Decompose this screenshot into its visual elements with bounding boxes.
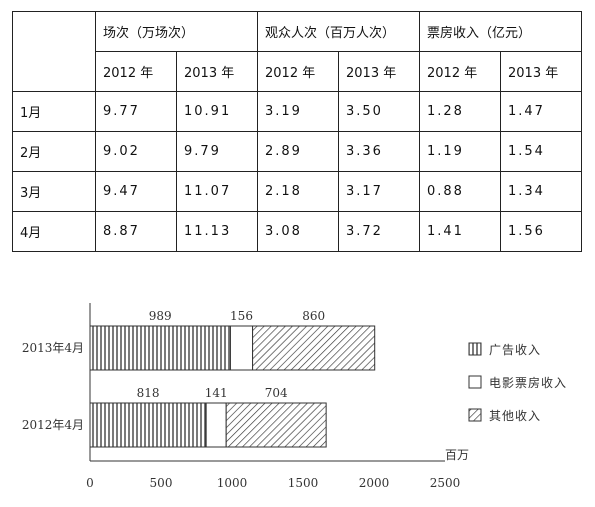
value-cell: 3.50 xyxy=(338,91,420,132)
year-header: 2012 年 xyxy=(257,51,339,92)
bar-segment xyxy=(205,402,227,448)
bar-segment xyxy=(89,402,207,448)
group-header-audience: 观众人次（百万人次） xyxy=(257,11,420,52)
legend-swatch xyxy=(468,342,482,356)
value-cell: 1.54 xyxy=(500,131,582,172)
value-cell: 1.56 xyxy=(500,211,582,252)
value-cell: 1.41 xyxy=(419,211,501,252)
year-header: 2013 年 xyxy=(338,51,420,92)
chart-labels: 0 500 1000 1500 2000 2500 百万 989 156 860 2013年4月 81… xyxy=(22,309,469,490)
data-label: 860 xyxy=(302,309,325,323)
legend-swatch xyxy=(468,375,482,389)
value-cell: 2.18 xyxy=(257,171,339,212)
table-year-row: 2012 年 2013 年 2012 年 2013 年 2012 年 2013 … xyxy=(13,51,582,92)
stats-table: 场次（万场次） 观众人次（百万人次） 票房收入（亿元） 2012 年 2013 … xyxy=(12,11,582,252)
legend-swatch xyxy=(468,408,482,422)
chart-bars xyxy=(89,325,376,448)
year-header: 2012 年 xyxy=(419,51,501,92)
value-cell: 1.28 xyxy=(419,91,501,132)
table-corner-cell xyxy=(12,11,96,92)
group-header-boxoffice: 票房收入（亿元） xyxy=(419,11,582,52)
bar-segment xyxy=(89,325,231,371)
revenue-bar-chart: 0 500 1000 1500 2000 2500 百万 989 156 860 2013年4月 81… xyxy=(22,303,567,490)
x-tick-label: 500 xyxy=(150,476,173,490)
year-header: 2012 年 xyxy=(95,51,177,92)
legend-label: 广告收入 xyxy=(489,343,541,357)
table-row: 4月 8.87 11.13 3.08 3.72 1.41 1.56 xyxy=(12,211,582,252)
value-cell: 1.34 xyxy=(500,171,582,212)
data-label: 818 xyxy=(137,386,160,400)
value-cell: 2.89 xyxy=(257,131,339,172)
month-cell: 1月 xyxy=(12,91,96,132)
table-header-row: 场次（万场次） 观众人次（百万人次） 票房收入（亿元） xyxy=(12,11,582,92)
table-row: 1月 9.77 10.91 3.19 3.50 1.28 1.47 xyxy=(12,91,582,132)
value-cell: 1.47 xyxy=(500,91,582,132)
value-cell: 10.91 xyxy=(176,91,258,132)
month-cell: 4月 xyxy=(12,211,96,252)
category-label: 2013年4月 xyxy=(22,341,84,355)
group-header-screenings: 场次（万场次） xyxy=(95,11,258,52)
x-tick-label: 0 xyxy=(86,476,94,490)
value-cell: 3.36 xyxy=(338,131,420,172)
data-label: 156 xyxy=(230,309,253,323)
x-unit-label: 百万 xyxy=(445,448,469,462)
value-cell: 9.77 xyxy=(95,91,177,132)
x-tick-label: 2500 xyxy=(430,476,461,490)
x-tick-label: 1000 xyxy=(217,476,248,490)
value-cell: 3.17 xyxy=(338,171,420,212)
legend-label: 其他收入 xyxy=(489,409,541,423)
bar-segment xyxy=(229,325,254,371)
bar-segment xyxy=(252,325,376,371)
year-header: 2013 年 xyxy=(500,51,582,92)
category-label: 2012年4月 xyxy=(22,418,84,432)
value-cell: 3.08 xyxy=(257,211,339,252)
legend-label: 电影票房收入 xyxy=(489,375,567,390)
data-label: 141 xyxy=(205,386,228,400)
value-cell: 3.72 xyxy=(338,211,420,252)
value-cell: 9.02 xyxy=(95,131,177,172)
data-label: 989 xyxy=(149,309,172,323)
value-cell: 8.87 xyxy=(95,211,177,252)
value-cell: 9.47 xyxy=(95,171,177,212)
bar-segment xyxy=(225,402,327,448)
table-row: 2月 9.02 9.79 2.89 3.36 1.19 1.54 xyxy=(12,131,582,172)
value-cell: 11.07 xyxy=(176,171,258,212)
value-cell: 0.88 xyxy=(419,171,501,212)
value-cell: 9.79 xyxy=(176,131,258,172)
year-header: 2013 年 xyxy=(176,51,258,92)
data-label: 704 xyxy=(265,386,288,400)
x-tick-label: 2000 xyxy=(359,476,390,490)
month-cell: 2月 xyxy=(12,131,96,172)
month-cell: 3月 xyxy=(12,171,96,212)
x-tick-label: 1500 xyxy=(288,476,319,490)
table-row: 3月 9.47 11.07 2.18 3.17 0.88 1.34 xyxy=(12,171,582,212)
value-cell: 11.13 xyxy=(176,211,258,252)
value-cell: 1.19 xyxy=(419,131,501,172)
value-cell: 3.19 xyxy=(257,91,339,132)
